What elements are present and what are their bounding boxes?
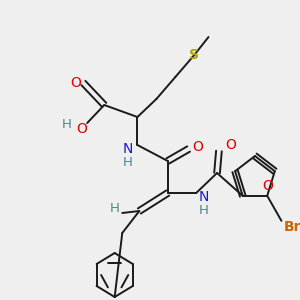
Text: N: N <box>199 190 209 204</box>
Text: H: H <box>199 205 209 218</box>
Text: O: O <box>225 138 236 152</box>
Text: O: O <box>193 140 203 154</box>
Text: S: S <box>189 48 199 62</box>
Text: O: O <box>262 179 273 193</box>
Text: O: O <box>76 122 87 136</box>
Text: N: N <box>123 142 133 156</box>
Text: O: O <box>70 76 81 90</box>
Text: Br: Br <box>284 220 300 234</box>
Text: H: H <box>61 118 71 131</box>
Text: H: H <box>110 202 120 214</box>
Text: H: H <box>123 157 133 169</box>
